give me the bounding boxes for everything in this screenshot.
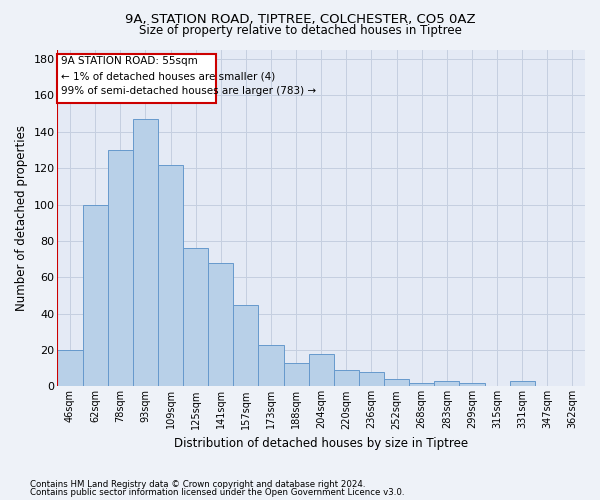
Y-axis label: Number of detached properties: Number of detached properties	[15, 125, 28, 311]
Bar	[359, 372, 384, 386]
Bar	[509, 381, 535, 386]
Bar	[58, 350, 83, 387]
FancyBboxPatch shape	[58, 54, 216, 102]
X-axis label: Distribution of detached houses by size in Tiptree: Distribution of detached houses by size …	[174, 437, 468, 450]
Bar	[434, 381, 460, 386]
Bar	[233, 304, 259, 386]
Text: Size of property relative to detached houses in Tiptree: Size of property relative to detached ho…	[139, 24, 461, 37]
Bar	[308, 354, 334, 386]
Text: 9A, STATION ROAD, TIPTREE, COLCHESTER, CO5 0AZ: 9A, STATION ROAD, TIPTREE, COLCHESTER, C…	[125, 12, 475, 26]
Bar	[284, 363, 308, 386]
Bar	[208, 262, 233, 386]
Bar	[460, 383, 485, 386]
Bar	[83, 204, 108, 386]
Bar	[133, 119, 158, 386]
Bar	[384, 379, 409, 386]
Bar	[259, 344, 284, 387]
Bar	[409, 383, 434, 386]
Bar	[108, 150, 133, 386]
Bar	[334, 370, 359, 386]
Bar	[183, 248, 208, 386]
Text: 9A STATION ROAD: 55sqm
← 1% of detached houses are smaller (4)
99% of semi-detac: 9A STATION ROAD: 55sqm ← 1% of detached …	[61, 56, 316, 96]
Text: Contains HM Land Registry data © Crown copyright and database right 2024.: Contains HM Land Registry data © Crown c…	[30, 480, 365, 489]
Bar	[158, 164, 183, 386]
Text: Contains public sector information licensed under the Open Government Licence v3: Contains public sector information licen…	[30, 488, 404, 497]
